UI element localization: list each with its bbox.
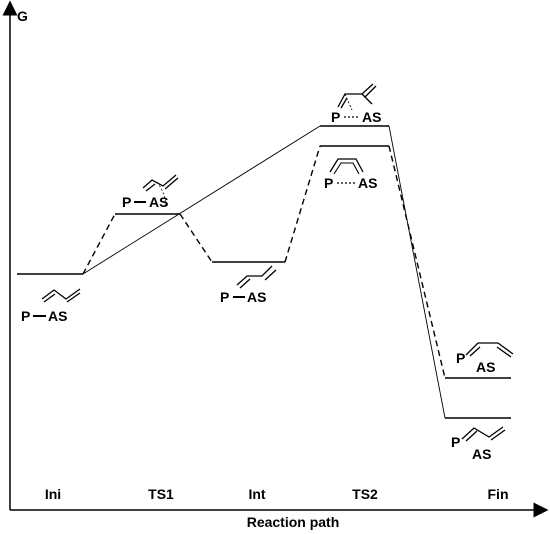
butadiene-fin-upper-icon bbox=[465, 342, 514, 356]
structure-ts1: P AS bbox=[122, 174, 179, 210]
energy-levels bbox=[17, 125, 511, 419]
ts1-curved-arrow-icon bbox=[156, 181, 166, 207]
stage-label-fin: Fin bbox=[488, 486, 509, 502]
structure-ts2-upper: P AS bbox=[331, 83, 381, 125]
concerted-path bbox=[82, 125, 446, 419]
stage-label-int: Int bbox=[248, 486, 265, 502]
ts2-lower-as-label: AS bbox=[358, 175, 377, 191]
stage-label-ini: Ini bbox=[45, 486, 61, 502]
structure-ini: P AS bbox=[21, 288, 81, 324]
ts2-upper-as-label: AS bbox=[362, 109, 381, 125]
int-as-label: AS bbox=[247, 289, 266, 305]
butadiene-int-icon bbox=[236, 265, 273, 286]
ts1-as-label: AS bbox=[149, 194, 168, 210]
connector-ini-ts2 bbox=[82, 125, 321, 275]
structure-int: P AS bbox=[220, 265, 277, 305]
ts2-upper-p-label: P bbox=[331, 109, 340, 125]
connector-ini-ts1 bbox=[82, 213, 116, 275]
y-axis-label: G bbox=[17, 8, 28, 24]
int-p-label: P bbox=[220, 289, 229, 305]
connector-ts2-fin bbox=[388, 145, 446, 379]
fin-lower-p-label: P bbox=[451, 434, 460, 450]
ts1-p-label: P bbox=[122, 194, 131, 210]
x-axis-label: Reaction path bbox=[247, 514, 340, 530]
structure-fin-upper: P AS bbox=[456, 342, 514, 375]
butadiene-fin-lower-icon bbox=[461, 426, 504, 440]
butadiene-ts2-lower-icon bbox=[329, 158, 364, 173]
connector-ts2-fin-lower bbox=[388, 125, 446, 419]
fin-upper-as-label: AS bbox=[476, 359, 495, 375]
ini-p-label: P bbox=[21, 308, 30, 324]
stepwise-path bbox=[82, 145, 446, 379]
ts2-lower-p-label: P bbox=[324, 175, 333, 191]
butadiene-ts2-upper-icon bbox=[337, 83, 374, 108]
stage-label-ts1: TS1 bbox=[148, 486, 174, 502]
structure-fin-lower: P AS bbox=[451, 426, 506, 462]
structure-ts2-lower: P AS bbox=[324, 158, 377, 191]
stage-label-ts2: TS2 bbox=[352, 486, 378, 502]
ini-as-label: AS bbox=[48, 308, 67, 324]
connector-ts1-int bbox=[179, 213, 213, 263]
fin-lower-as-label: AS bbox=[472, 446, 491, 462]
fin-upper-p-label: P bbox=[456, 350, 465, 366]
stage-labels: Ini TS1 Int TS2 Fin bbox=[45, 486, 509, 502]
connector-int-ts2 bbox=[284, 145, 321, 263]
butadiene-ini-icon bbox=[41, 288, 81, 300]
